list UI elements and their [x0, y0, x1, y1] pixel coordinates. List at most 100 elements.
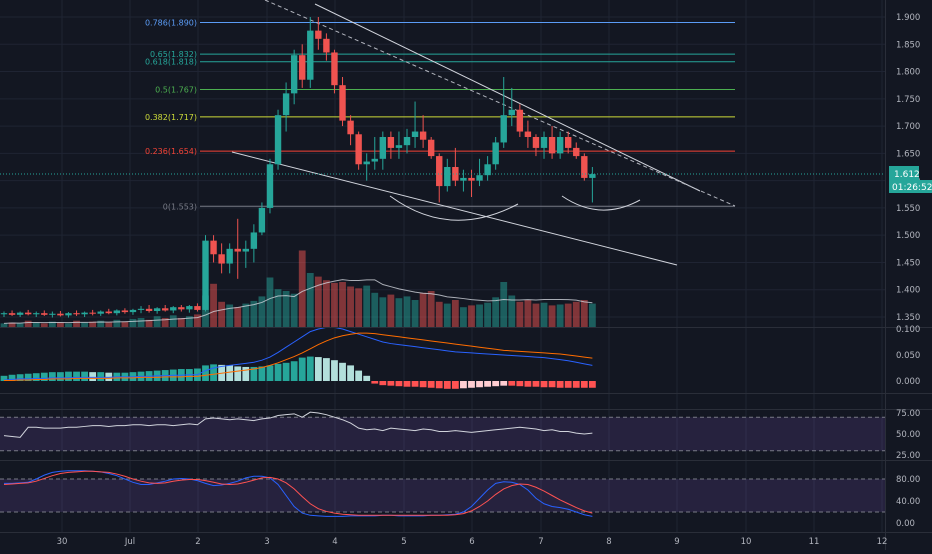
macd-histogram-bar [580, 381, 588, 388]
price-tick-label: 1.800 [896, 68, 920, 78]
candle-body [411, 131, 419, 137]
price-tick-label: 1.750 [896, 95, 920, 105]
macd-histogram-bar [40, 372, 48, 381]
candle-body [419, 131, 427, 140]
candle-body [73, 313, 80, 315]
candle-body [524, 131, 532, 137]
candle-body [500, 115, 507, 143]
candle-body [444, 167, 451, 187]
rsi-tick-label: 50.00 [896, 430, 920, 440]
candle-body [403, 137, 411, 146]
volume-bar [298, 250, 306, 327]
volume-bar [532, 303, 540, 327]
rsi-tick-label: 25.00 [896, 451, 920, 461]
macd-histogram-bar [572, 381, 580, 388]
macd-histogram-bar [524, 381, 532, 387]
volume-bar [314, 276, 322, 327]
candle-body [145, 308, 153, 311]
time-tick-label: 10 [741, 537, 752, 547]
candle-body [8, 313, 16, 315]
candle-body [234, 248, 241, 252]
candle-body [218, 254, 225, 264]
macd-histogram-bar [331, 360, 338, 381]
macd-histogram-bar [379, 381, 387, 386]
macd-histogram-bar [202, 365, 209, 381]
time-tick-label: 11 [809, 537, 820, 547]
macd-histogram-bar [57, 372, 64, 381]
price-tick-label: 1.700 [896, 122, 920, 132]
candle-body [81, 312, 88, 315]
upper-trendline[interactable] [314, 3, 701, 192]
macd-line [3, 326, 593, 381]
fib-label: 0.382(1.717) [145, 113, 197, 122]
macd-histogram-bar [451, 381, 459, 389]
macd-histogram-bar [468, 381, 475, 388]
volume-bar [443, 303, 451, 327]
trend-lines [231, 0, 736, 266]
arc-right [561, 195, 641, 211]
candle-body [307, 30, 314, 80]
macd-histogram-bar [588, 381, 596, 388]
candle-body [436, 156, 443, 187]
stoch-band [0, 479, 885, 512]
candle-body [476, 175, 483, 181]
macd-panel [0, 326, 596, 389]
candle-body [363, 161, 370, 165]
candle-body [331, 52, 338, 86]
candle-body [387, 137, 395, 148]
macd-histogram-bar [242, 366, 250, 381]
stoch-tick-label: 40.00 [896, 497, 920, 507]
macd-histogram-bar [411, 381, 419, 387]
macd-histogram-bar [419, 381, 427, 388]
candle-body [565, 137, 572, 148]
candle-body [89, 312, 96, 314]
fib-label: 0.5(1.767) [155, 86, 197, 95]
volume-bar [484, 302, 491, 327]
macd-histogram-bar [210, 364, 217, 381]
volume-bar [508, 295, 516, 327]
macd-histogram-bar [395, 381, 403, 387]
volume-bar [226, 304, 234, 327]
candle-body [589, 174, 596, 178]
macd-histogram-bar [516, 381, 524, 387]
volume-bar [89, 321, 97, 327]
volume-bar [355, 288, 363, 327]
price-tick-label: 1.550 [896, 204, 920, 214]
volume-bar [242, 303, 250, 327]
macd-histogram-bar [548, 381, 556, 388]
volume-bar [427, 291, 435, 327]
macd-histogram-bar [387, 381, 395, 386]
volume-bar [540, 302, 548, 327]
volume-bar [331, 282, 338, 327]
volume-bar [40, 323, 48, 327]
macd-histogram-bar [355, 370, 363, 381]
macd-histogram-bar [492, 381, 500, 387]
macd-histogram-bar [250, 366, 258, 381]
volume-bar [32, 322, 40, 327]
volume-bar [290, 293, 298, 327]
macd-tick-label: 0.000 [896, 377, 920, 387]
candle-body [170, 307, 177, 311]
time-tick-label: 7 [538, 537, 543, 547]
volume-bar [177, 318, 185, 327]
macd-histogram-bar [24, 373, 32, 381]
volume-bar [564, 303, 572, 327]
macd-histogram-bar [347, 365, 354, 381]
volume-bar [524, 300, 532, 327]
candlesticks [0, 17, 596, 318]
volume-bar [274, 289, 282, 327]
volume-bar [339, 282, 346, 327]
candle-body [282, 93, 290, 116]
volume-bar [81, 322, 88, 327]
volume-bar [24, 320, 32, 327]
volume-bar [250, 300, 258, 327]
volume-bar [460, 307, 467, 327]
candle-body [16, 312, 24, 315]
price-tick-label: 1.500 [896, 231, 920, 241]
volume-bars [0, 250, 596, 327]
macd-histogram-bar [290, 361, 298, 381]
candle-body [113, 310, 121, 314]
lower-trendline[interactable] [231, 151, 678, 266]
macd-histogram-bar [460, 381, 467, 389]
